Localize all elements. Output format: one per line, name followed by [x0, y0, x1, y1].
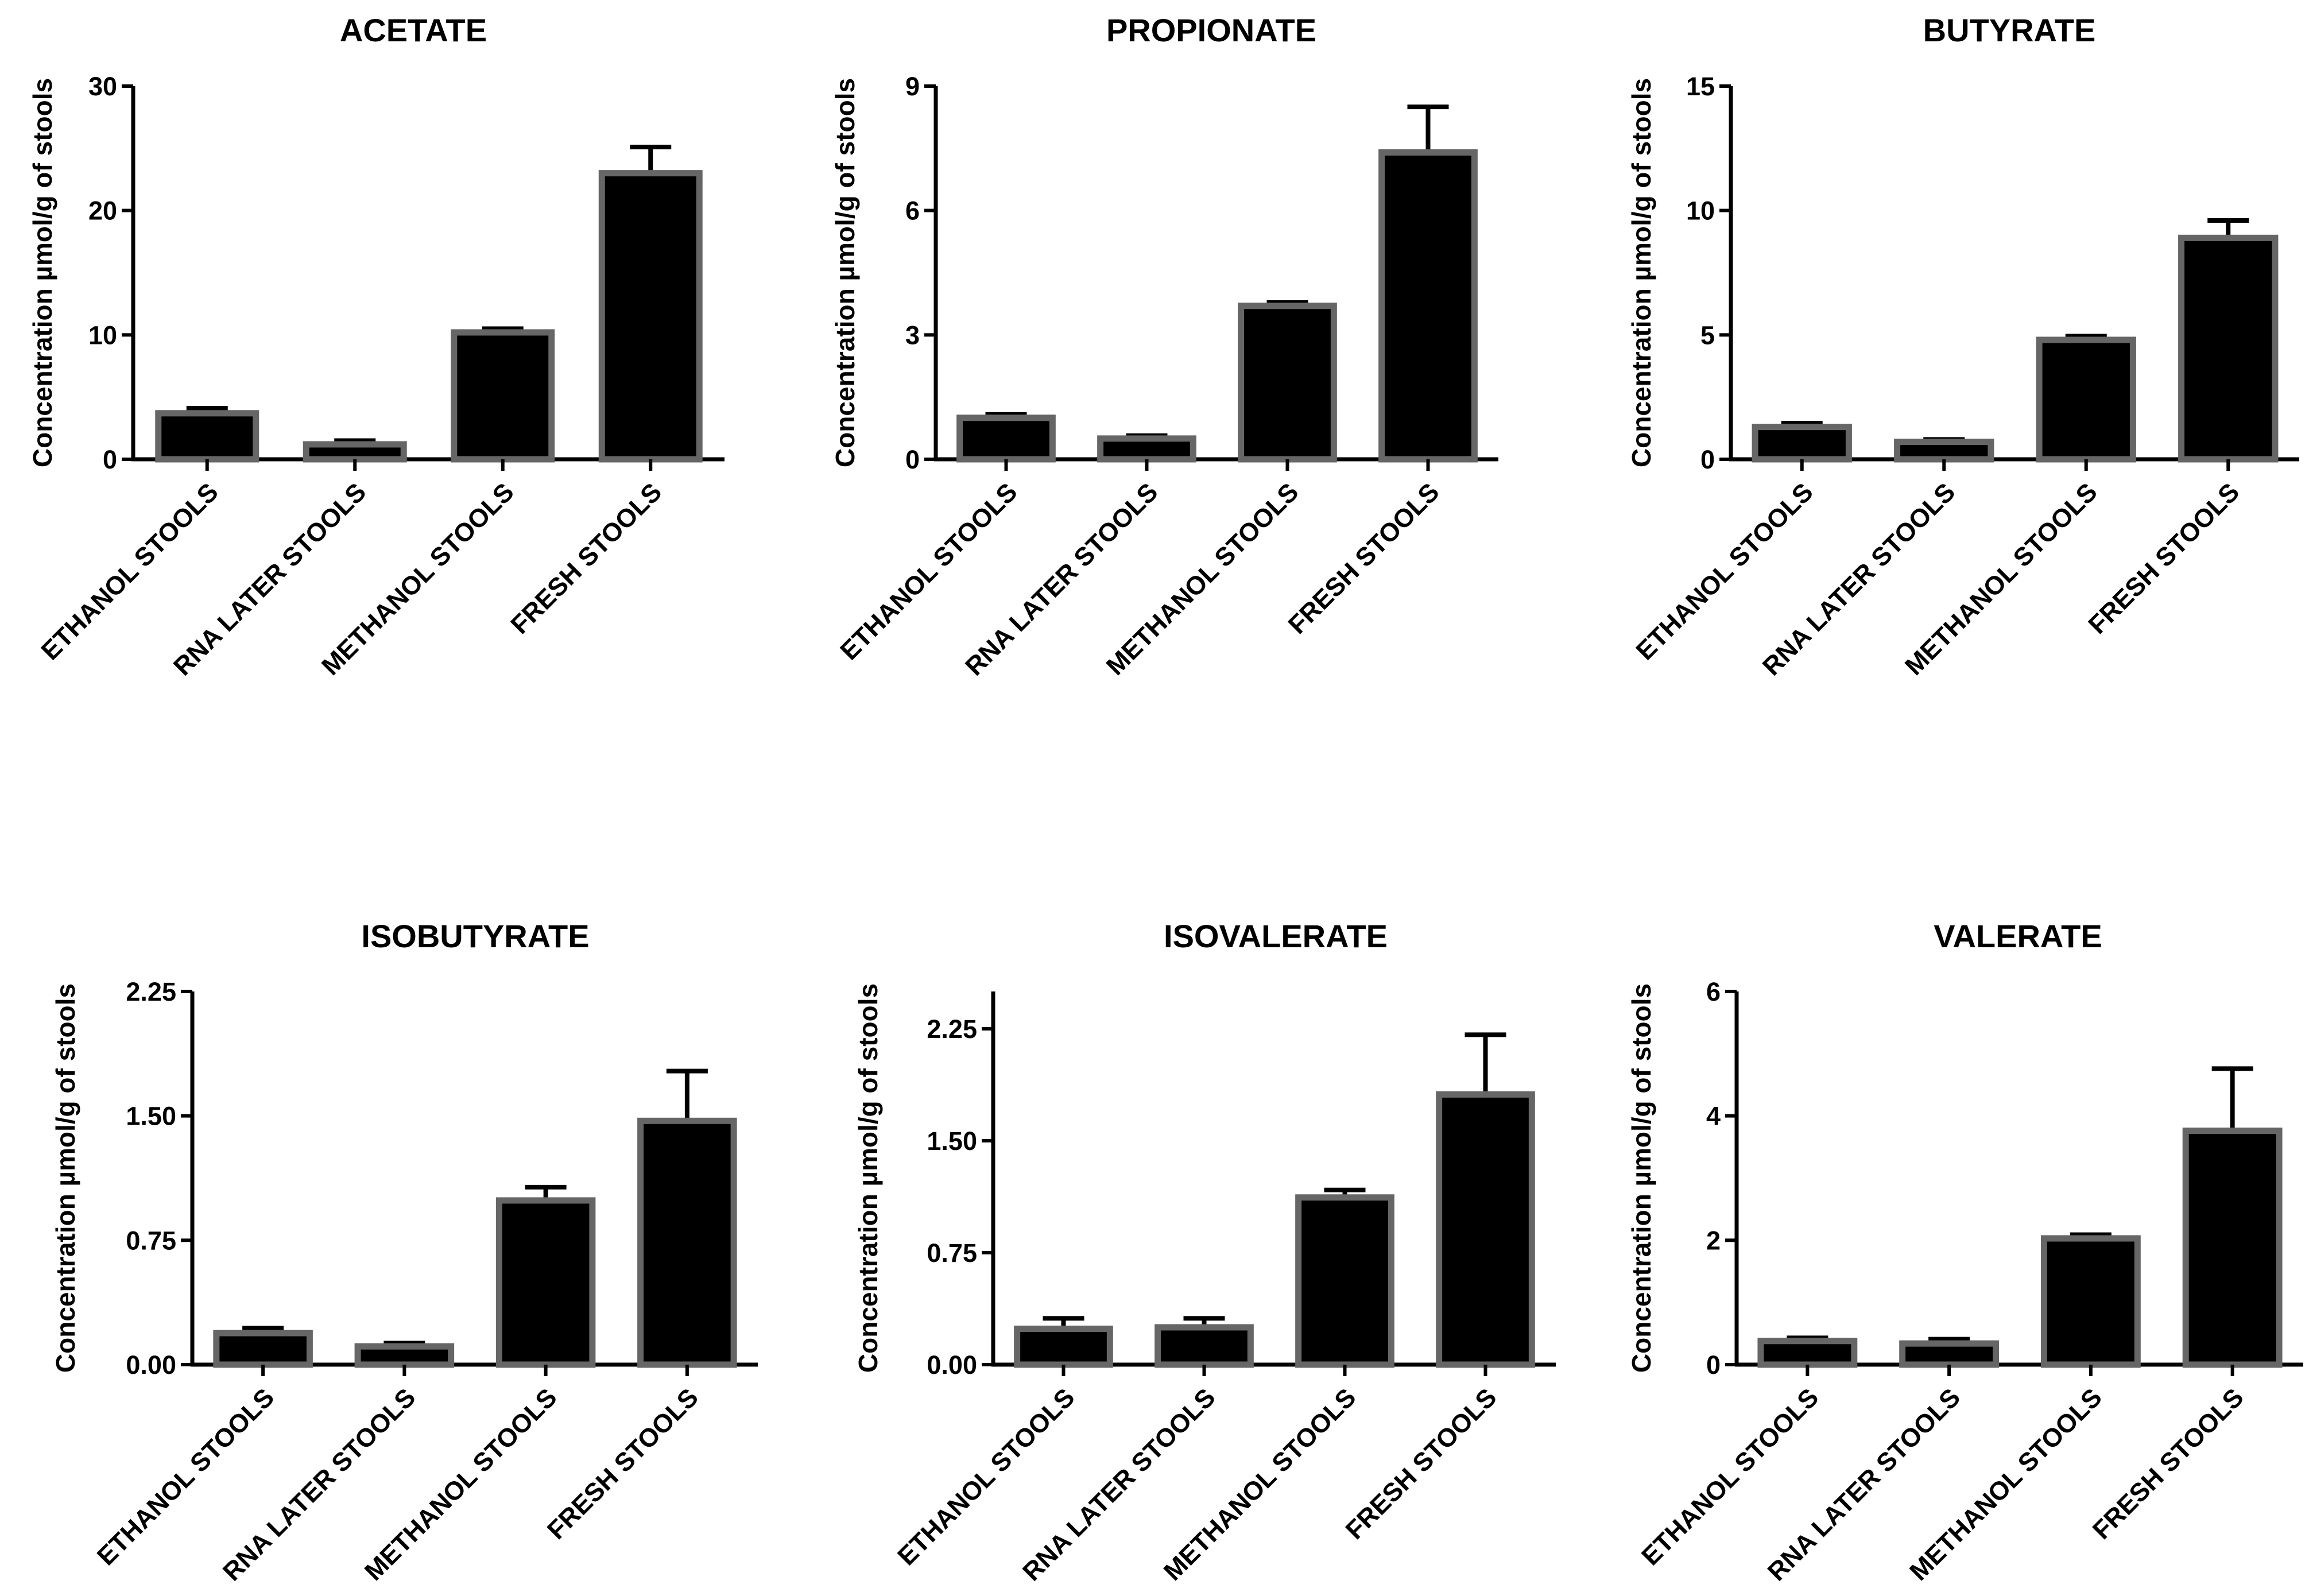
y-tick-label: 0 [1700, 445, 1715, 474]
y-tick-label: 0 [1706, 1350, 1721, 1380]
x-tick-label: FRESH STOOLS [541, 1382, 704, 1545]
panel-isovalerate: ISOVALERATE Concentration µmol/g of stool… [853, 918, 1556, 1586]
bar-fresh-stools [2178, 234, 2279, 463]
panel-valerate: VALERATE Concentration µmol/g of stools 0 2… [1626, 918, 2303, 1586]
y-tick-label: 0 [905, 445, 920, 474]
y-tick-label: 0.75 [927, 1238, 977, 1268]
panel-butyrate: BUTYRATE Concentration µmol/g of stools 0 5… [1626, 12, 2299, 681]
y-tick-label: 5 [1700, 320, 1715, 350]
y-tick-label: 0.75 [126, 1226, 176, 1255]
x-tick-label: FRESH STOOLS [1283, 477, 1445, 640]
x-tick-label: FRESH STOOLS [2087, 1382, 2249, 1545]
y-tick-label: 0.00 [927, 1350, 977, 1380]
y-tick-label: 4 [1706, 1102, 1721, 1131]
bar-methanol-stools [495, 1197, 596, 1368]
bar-rna-later-stools [303, 441, 407, 463]
bar-methanol-stools [2040, 1235, 2141, 1368]
y-tick-label: 1.50 [126, 1102, 176, 1131]
bar-ethanol-stools [1752, 424, 1852, 463]
bar-methanol-stools [451, 329, 555, 463]
x-tick-label: FRESH STOOLS [1340, 1382, 1502, 1545]
y-axis-label: Concentration µmol/g of stools [853, 983, 883, 1373]
y-axis-label: Concentration µmol/g of stools [830, 78, 860, 467]
y-tick-label: 2.25 [126, 977, 176, 1006]
chart-title: ACETATE [340, 12, 487, 48]
y-axis-label: Concentration µmol/g of stools [51, 983, 80, 1373]
y-tick-label: 10 [88, 320, 117, 350]
y-tick-label: 9 [905, 72, 920, 101]
y-axis-label: Concentration µmol/g of stools [28, 78, 57, 467]
chart-title: ISOVALERATE [1164, 918, 1388, 954]
chart-title: BUTYRATE [1923, 12, 2096, 48]
panel-acetate: ACETATE Concentration µmol/g of stools 0 10… [28, 12, 725, 681]
x-tick-label: FRESH STOOLS [2082, 477, 2245, 640]
bar-ethanol-stools [1014, 1326, 1113, 1368]
bar-ethanol-stools [213, 1330, 313, 1368]
bar-methanol-stools [2036, 336, 2136, 463]
y-axis-label: Concentration µmol/g of stools [1626, 78, 1656, 467]
chart-title: VALERATE [1934, 918, 2102, 954]
bar-rna-later-stools [354, 1343, 455, 1368]
panel-isobutyrate: ISOBUTYRATE Concentration µmol/g of stool… [51, 918, 758, 1586]
bar-fresh-stools [2182, 1128, 2283, 1368]
y-tick-label: 3 [905, 320, 920, 350]
bar-rna-later-stools [1097, 435, 1196, 463]
y-tick-label: 2.25 [927, 1014, 977, 1044]
y-tick-label: 6 [905, 196, 920, 226]
bar-methanol-stools [1238, 303, 1337, 463]
bar-fresh-stools [1378, 149, 1478, 463]
y-tick-label: 0.00 [126, 1350, 176, 1380]
y-tick-label: 2 [1706, 1226, 1721, 1255]
y-tick-label: 10 [1686, 196, 1715, 226]
bar-methanol-stools [1295, 1194, 1394, 1368]
y-axis-label: Concentration µmol/g of stools [1626, 983, 1656, 1373]
bar-fresh-stools [637, 1117, 737, 1368]
bar-rna-later-stools [1154, 1324, 1254, 1368]
y-tick-label: 0 [103, 445, 117, 474]
y-tick-label: 6 [1706, 977, 1721, 1006]
y-tick-label: 1.50 [927, 1126, 977, 1156]
x-tick-label: FRESH STOOLS [505, 477, 667, 640]
bar-rna-later-stools [1899, 1340, 2000, 1368]
bar-rna-later-stools [1894, 439, 1994, 463]
y-tick-label: 30 [88, 72, 117, 101]
bar-ethanol-stools [155, 410, 259, 463]
y-tick-label: 20 [88, 196, 117, 226]
chart-title: PROPIONATE [1106, 12, 1316, 48]
bar-ethanol-stools [956, 415, 1056, 463]
y-tick-label: 15 [1686, 72, 1715, 101]
bar-fresh-stools [1436, 1091, 1535, 1368]
bar-fresh-stools [598, 170, 703, 463]
panel-propionate: PROPIONATE Concentration µmol/g of stools… [830, 12, 1498, 681]
chart-title: ISOBUTYRATE [361, 918, 589, 954]
bar-ethanol-stools [1757, 1338, 1858, 1368]
